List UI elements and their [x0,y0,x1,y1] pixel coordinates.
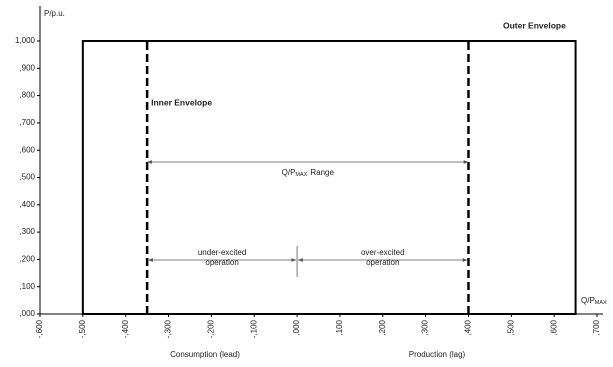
range-label-sub: MAX [295,172,307,178]
x-tick-label: ,500 [506,319,515,335]
x-tick-label: ,400 [464,319,473,335]
x-tick-label: -,600 [35,319,44,338]
y-tick-label: ,700 [19,118,35,127]
x-tick-label: -,500 [78,319,87,338]
x-tick-label: ,000 [292,319,301,335]
x-axis-label: Q/PMAX [581,296,607,306]
region-label: Production (lag) [409,350,466,359]
x-axis-label-main: Q/P [581,296,595,305]
operation-label: operation [366,258,399,267]
operation-label: under-excited [198,248,246,257]
range-label-main: Q/P [282,168,296,177]
operation-label: operation [205,258,238,267]
x-tick-label: ,600 [549,319,558,335]
x-tick-label: -,200 [206,319,215,338]
x-tick-label: -,100 [249,319,258,338]
outer-envelope [81,40,577,315]
y-tick-label: ,500 [19,173,35,182]
x-tick-label: ,300 [421,319,430,335]
x-tick-label: -,300 [164,319,173,338]
y-tick-label: ,900 [19,63,35,72]
operation-label: over-excited [361,248,405,257]
x-tick-label: ,700 [592,319,601,335]
y-tick-label: ,600 [19,145,35,154]
x-tick-label: -,400 [121,319,130,338]
y-tick-label: ,200 [19,255,35,264]
outer-envelope-label: Outer Envelope [503,20,566,30]
y-tick-label: ,300 [19,227,35,236]
y-tick-label: ,000 [19,309,35,318]
range-label: Q/PMAX Range [282,168,335,178]
inner-envelope-label: Inner Envelope [151,97,212,107]
y-tick-label: 1,000 [15,36,36,45]
x-axis-label-sub: MAX [595,300,607,306]
y-tick-label: ,100 [19,282,35,291]
range-label-tail: Range [310,168,334,177]
y-tick-label: ,800 [19,91,35,100]
region-label: Consumption (lead) [170,350,240,359]
x-tick-label: ,100 [335,319,344,335]
x-tick-label: ,200 [378,319,387,335]
y-axis-label: P/p.u. [44,9,65,18]
y-tick-label: ,400 [19,200,35,209]
